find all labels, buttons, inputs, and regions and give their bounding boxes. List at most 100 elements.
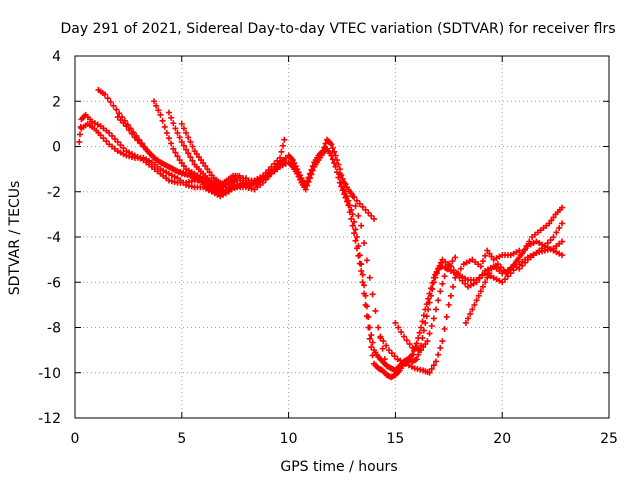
data-point xyxy=(400,333,407,340)
data-point xyxy=(296,172,303,179)
data-point xyxy=(137,140,144,147)
data-point xyxy=(107,99,114,106)
data-point xyxy=(355,243,362,250)
data-point xyxy=(306,170,313,177)
data-point xyxy=(430,279,437,286)
data-point xyxy=(271,160,278,167)
data-point xyxy=(76,138,83,145)
data-point xyxy=(352,226,359,233)
data-point xyxy=(336,170,343,177)
data-point xyxy=(168,114,175,121)
data-point xyxy=(113,106,120,113)
data-point xyxy=(361,240,368,247)
data-point xyxy=(352,203,359,210)
data-point xyxy=(183,129,190,136)
data-point xyxy=(319,148,326,155)
data-point xyxy=(428,365,435,372)
data-point xyxy=(328,141,335,148)
data-point xyxy=(362,206,369,213)
data-point xyxy=(446,261,453,268)
data-point xyxy=(462,319,469,326)
data-point xyxy=(362,292,369,299)
data-point xyxy=(189,157,196,164)
data-point xyxy=(305,174,312,181)
data-point xyxy=(321,144,328,151)
data-point xyxy=(185,134,192,141)
data-marks xyxy=(76,86,566,381)
data-point xyxy=(369,291,376,298)
data-point xyxy=(452,254,459,261)
data-point xyxy=(445,301,452,308)
data-point xyxy=(262,169,269,176)
data-point xyxy=(272,166,279,173)
data-point xyxy=(372,307,379,314)
y-tick-label: 0 xyxy=(52,140,61,156)
data-point xyxy=(349,193,356,200)
data-point xyxy=(97,132,104,139)
y-axis-label: SDTVAR / TECUs xyxy=(7,181,23,296)
data-point xyxy=(479,258,486,265)
data-point xyxy=(365,313,372,320)
data-point xyxy=(467,310,474,317)
data-point xyxy=(435,351,442,358)
data-point xyxy=(302,181,309,188)
data-point xyxy=(371,215,378,222)
data-point xyxy=(432,358,439,365)
data-point xyxy=(484,247,491,254)
x-tick-label: 5 xyxy=(177,431,186,447)
data-point xyxy=(100,135,107,142)
data-point xyxy=(351,230,358,237)
data-point xyxy=(516,265,523,272)
data-point xyxy=(494,261,501,268)
data-point xyxy=(170,120,177,127)
data-point xyxy=(380,338,387,345)
data-point xyxy=(443,313,450,320)
data-point xyxy=(349,211,356,218)
data-point xyxy=(424,338,431,345)
data-point xyxy=(274,157,281,164)
data-point xyxy=(343,193,350,200)
data-point xyxy=(346,188,353,195)
data-point xyxy=(455,270,462,277)
data-point xyxy=(294,166,301,173)
y-tick-label: -10 xyxy=(38,366,61,382)
y-tick-label: 2 xyxy=(52,94,61,110)
data-point xyxy=(443,265,450,272)
data-point xyxy=(500,267,507,274)
data-point xyxy=(473,297,480,304)
data-point xyxy=(143,146,150,153)
data-point xyxy=(559,220,566,227)
data-point xyxy=(548,217,555,224)
data-point xyxy=(441,273,448,280)
data-point xyxy=(168,140,175,147)
data-point xyxy=(395,324,402,331)
data-point xyxy=(289,157,296,164)
data-point xyxy=(426,369,433,376)
data-point xyxy=(178,120,185,127)
data-point xyxy=(447,292,454,299)
data-point xyxy=(546,220,553,227)
data-point xyxy=(436,262,443,269)
data-point xyxy=(441,326,448,333)
data-point xyxy=(465,315,472,322)
data-point xyxy=(348,206,355,213)
data-point xyxy=(418,347,425,354)
data-point xyxy=(176,157,183,164)
data-point xyxy=(358,267,365,274)
data-point xyxy=(174,153,181,160)
data-point xyxy=(482,279,489,286)
data-point xyxy=(433,270,440,277)
data-point xyxy=(556,224,563,231)
x-tick-label: 15 xyxy=(386,431,404,447)
data-point xyxy=(506,267,513,274)
data-point xyxy=(329,145,336,152)
data-point xyxy=(174,129,181,136)
data-point xyxy=(332,152,339,159)
data-point xyxy=(450,267,457,274)
data-point xyxy=(206,169,213,176)
data-point xyxy=(178,138,185,145)
data-point xyxy=(180,163,187,170)
data-point xyxy=(517,252,524,259)
data-point xyxy=(559,252,566,259)
data-point xyxy=(435,297,442,304)
